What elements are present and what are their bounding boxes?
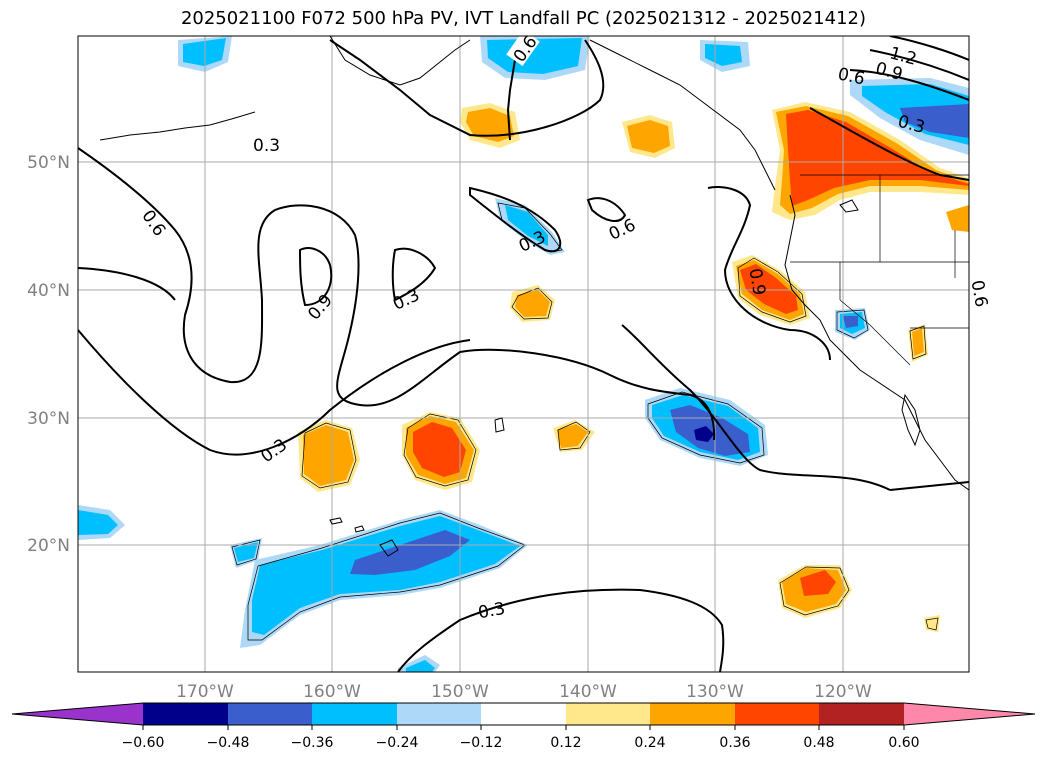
- colorbar-segment: [481, 703, 566, 725]
- contour-0.3-coast: [889, 481, 969, 491]
- colorbar-tick-label: −0.24: [376, 735, 419, 751]
- map-frame: [77, 35, 970, 673]
- contour-label: 0.3: [477, 599, 507, 623]
- map-title: 2025021100 F072 500 hPa PV, IVT Landfall…: [180, 8, 867, 29]
- coastlines: [99, 36, 969, 557]
- vancouver-island: [839, 199, 859, 213]
- positive-anomaly-pacific-northwest: [772, 102, 969, 220]
- lon-label-150w: 150°W: [431, 682, 489, 702]
- colorbar-tick-label: 0.48: [803, 735, 834, 751]
- longitude-labels: 170°W 160°W 150°W 140°W 130°W 120°W: [176, 682, 872, 702]
- contour-label: 0.6: [137, 207, 169, 241]
- negative-anomaly-central-pacific: [645, 388, 768, 466]
- negative-anomaly-mid-pacific-streak: [495, 198, 565, 255]
- contour-label: 0.6: [967, 279, 991, 309]
- positive-anomaly-north: [460, 103, 520, 148]
- colorbar-tick-label: −0.36: [291, 735, 334, 751]
- negative-anomaly-hawaii: [230, 510, 528, 648]
- contour-label: 0.6: [836, 64, 867, 89]
- colorbar: −0.60 −0.48 −0.36 −0.24 −0.12 0.12 0.24 …: [11, 702, 1036, 751]
- negative-anomaly-west-edge: [78, 505, 125, 540]
- west-coast: [784, 194, 969, 491]
- contour-0.6-north: [329, 39, 605, 137]
- contour-0.3-east: [621, 324, 891, 491]
- negative-anomaly-south: [398, 655, 440, 672]
- positive-anomaly-southeast: [778, 565, 852, 618]
- alaska-peninsula-coast: [329, 36, 471, 86]
- contour-1.2-ne: [889, 36, 969, 61]
- contour-label: 0.3: [257, 435, 291, 467]
- positive-anomaly-south-small: [924, 615, 940, 632]
- contour-label: 0.9: [744, 267, 768, 297]
- contour-0.3-ne: [809, 107, 969, 181]
- negative-anomaly-north-coast: [700, 40, 750, 72]
- anomaly-outlines: [231, 202, 939, 641]
- colorbar-segment: [143, 703, 228, 725]
- lon-label-160w: 160°W: [303, 682, 361, 702]
- lon-label-140w: 140°W: [559, 682, 617, 702]
- colorbar-tick-label: −0.60: [122, 735, 165, 751]
- hawaii-islands: [329, 517, 365, 533]
- big-island-hawaii: [379, 539, 399, 557]
- alaska-panhandle-coast: [589, 39, 776, 191]
- contour-0.6-east: [707, 186, 831, 361]
- colorbar-tick-label: 0.36: [719, 735, 750, 751]
- lon-label-130w: 130°W: [686, 682, 744, 702]
- colorbar-segment: [819, 703, 904, 725]
- latitude-labels: 50°N 40°N 30°N 20°N: [27, 153, 70, 556]
- lon-label-120w: 120°W: [814, 682, 872, 702]
- contour-0.6-west: [78, 267, 176, 301]
- colorbar-tick-label: −0.48: [207, 735, 250, 751]
- gridlines: [78, 36, 969, 672]
- lat-label-20n: 20°N: [27, 536, 70, 556]
- lat-label-30n: 30°N: [27, 409, 70, 429]
- contour-0.3-streak: [469, 186, 562, 253]
- colorbar-segment: [312, 703, 397, 725]
- positive-anomaly-central-small: [553, 420, 595, 452]
- colorbar-segment: [12, 703, 143, 725]
- contour-0.3-mid-loop: [391, 247, 437, 302]
- shaded-field-layer: [78, 36, 969, 672]
- colorbar-segment: [228, 703, 312, 725]
- contour-0.3-south-loop: [397, 588, 725, 672]
- aleutian-islands: [99, 111, 256, 141]
- contour-0.9-west-loop: [298, 247, 333, 307]
- negative-anomaly-gulf-of-alaska: [850, 78, 969, 155]
- contour-0.6-ne: [849, 69, 969, 101]
- contour-label: 0.3: [253, 136, 280, 156]
- baja-california: [901, 393, 921, 447]
- contour-0.6-loop: [586, 197, 627, 222]
- colorbar-segment: [566, 703, 650, 725]
- colorbar-tick-label: 0.60: [888, 735, 919, 751]
- pv-contours: [78, 36, 969, 672]
- lat-label-40n: 40°N: [27, 281, 70, 301]
- lon-label-170w: 170°W: [176, 682, 234, 702]
- positive-anomaly-east-edge: [946, 205, 969, 232]
- contour-0.9-ne: [869, 49, 969, 81]
- colorbar-segment: [397, 703, 481, 725]
- colorbar-segment: [904, 703, 1035, 725]
- small-island: [494, 417, 505, 433]
- lat-label-50n: 50°N: [27, 153, 70, 173]
- colorbar-tick-label: −0.12: [460, 735, 503, 751]
- colorbar-tick-label: 0.12: [550, 735, 581, 751]
- positive-anomaly-north-central: [622, 115, 675, 158]
- colorbar-segment: [735, 703, 819, 725]
- colorbar-segment: [650, 703, 735, 725]
- negative-anomaly-socal: [835, 308, 870, 340]
- negative-anomaly-north-central: [480, 36, 590, 80]
- colorbar-tick-label: 0.24: [634, 735, 665, 751]
- positive-anomaly-west: [298, 420, 360, 492]
- contour-0.3-south: [78, 329, 471, 456]
- positive-anomaly-baja-coast: [908, 324, 928, 362]
- positive-anomaly-mid-pacific: [510, 285, 555, 322]
- contour-0.3-main: [78, 147, 716, 441]
